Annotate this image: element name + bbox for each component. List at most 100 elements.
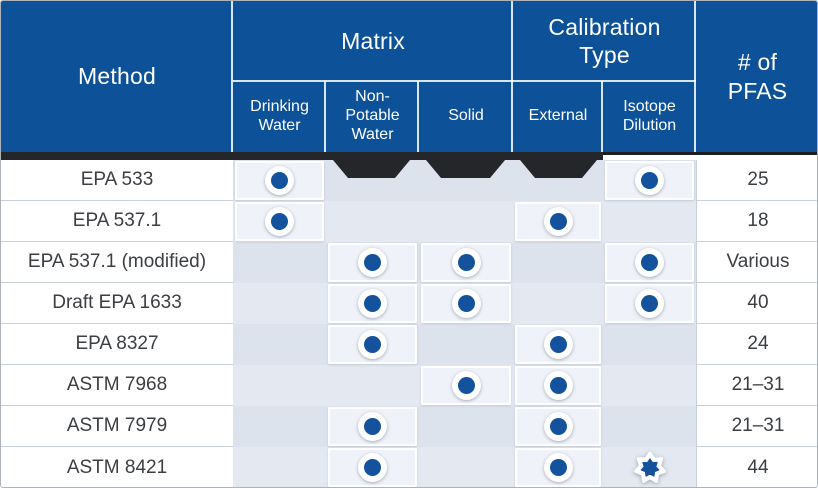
cell-drinking-water — [233, 324, 326, 365]
pfas-count-cell: 21–31 — [696, 365, 817, 406]
method-cell: EPA 537.1 — [1, 201, 233, 242]
highlight-panel — [235, 161, 324, 200]
column-header-number-of-pfas: # of PFAS — [727, 49, 788, 104]
pfas-count-cell: Various — [696, 242, 817, 283]
column-header-drinking-water: Drinking Water — [250, 97, 309, 134]
cell-solid — [419, 447, 513, 487]
cell-external — [513, 365, 603, 406]
cell-non-potable-water — [326, 365, 419, 406]
cell-isotope-dilution — [603, 324, 696, 365]
cell-drinking-water — [233, 406, 326, 447]
cell-non-potable-water — [326, 283, 419, 324]
cell-isotope-dilution — [603, 365, 696, 406]
filled-circle-marker-icon — [358, 330, 387, 359]
pfas-count-cell: 21–31 — [696, 406, 817, 447]
cell-external — [513, 447, 603, 487]
column-header-external: External — [528, 107, 588, 125]
filled-circle-marker-icon — [543, 371, 573, 400]
header-shadow-band — [1, 152, 603, 160]
cell-isotope-dilution — [603, 447, 696, 487]
highlight-panel — [328, 448, 417, 487]
filled-circle-marker-icon — [265, 166, 294, 195]
cell-drinking-water — [233, 365, 326, 406]
filled-circle-marker-icon — [543, 412, 573, 441]
method-cell: Draft EPA 1633 — [1, 283, 233, 324]
cell-isotope-dilution — [603, 283, 696, 324]
header-divider — [417, 81, 419, 152]
filled-circle-marker-icon — [635, 166, 664, 195]
column-header-solid: Solid — [448, 107, 484, 125]
cell-isotope-dilution — [603, 160, 696, 201]
method-cell: ASTM 7979 — [1, 406, 233, 447]
cell-drinking-water — [233, 242, 326, 283]
cell-isotope-dilution — [603, 201, 696, 242]
cell-drinking-water — [233, 283, 326, 324]
highlight-panel — [328, 243, 417, 282]
cell-solid — [419, 365, 513, 406]
method-cell: EPA 533 — [1, 160, 233, 201]
filled-circle-marker-icon — [358, 289, 387, 318]
highlight-panel — [605, 161, 694, 200]
cell-solid — [419, 283, 513, 324]
cell-external — [513, 201, 603, 242]
cell-non-potable-water — [326, 201, 419, 242]
cell-isotope-dilution — [603, 406, 696, 447]
highlight-panel — [421, 243, 511, 282]
header-divider — [324, 81, 326, 152]
highlight-panel — [515, 448, 601, 487]
cell-non-potable-water — [326, 242, 419, 283]
filled-circle-marker-icon — [543, 207, 573, 236]
cell-external — [513, 283, 603, 324]
cell-drinking-water — [233, 160, 326, 201]
highlight-panel — [515, 407, 601, 446]
method-cell: EPA 8327 — [1, 324, 233, 365]
method-cell: ASTM 7968 — [1, 365, 233, 406]
cell-solid — [419, 324, 513, 365]
cell-solid — [419, 406, 513, 447]
highlight-panel — [421, 366, 511, 405]
pfas-count-cell: 24 — [696, 324, 817, 365]
header-divider — [694, 1, 696, 152]
highlight-panel — [605, 243, 694, 282]
pfas-count-cell: 44 — [696, 447, 817, 487]
star-marker-icon — [632, 450, 668, 486]
filled-circle-marker-icon — [358, 248, 387, 277]
method-cell: EPA 537.1 (modified) — [1, 242, 233, 283]
column-group-header-matrix: Matrix — [341, 27, 405, 54]
cell-isotope-dilution — [603, 242, 696, 283]
filled-circle-marker-icon — [265, 207, 294, 236]
filled-circle-marker-icon — [543, 330, 573, 359]
highlight-panel — [515, 366, 601, 405]
highlight-panel — [515, 202, 601, 241]
cell-solid — [419, 201, 513, 242]
header-bottom-line — [603, 152, 817, 155]
cell-external — [513, 406, 603, 447]
cell-non-potable-water — [326, 324, 419, 365]
table-body: EPA 533 25 EPA 537.1 18 EPA 537.1 (modified)… — [1, 160, 817, 487]
filled-circle-marker-icon — [635, 248, 664, 277]
pfas-count-cell: 25 — [696, 160, 817, 201]
column-group-header-calibration-type: Calibration Type — [548, 13, 661, 68]
cell-external — [513, 324, 603, 365]
highlight-panel — [515, 325, 601, 364]
cell-external — [513, 242, 603, 283]
table-header: Method Matrix Calibration Type # of PFAS… — [1, 1, 817, 152]
header-divider — [231, 1, 233, 152]
header-divider — [233, 80, 696, 82]
header-divider — [511, 1, 513, 152]
column-header-method: Method — [78, 63, 156, 90]
cell-drinking-water — [233, 201, 326, 242]
filled-circle-marker-icon — [358, 412, 387, 441]
cell-non-potable-water — [326, 447, 419, 487]
filled-circle-marker-icon — [451, 371, 481, 400]
highlight-panel — [328, 325, 417, 364]
cell-drinking-water — [233, 447, 326, 487]
filled-circle-marker-icon — [543, 453, 573, 482]
cell-non-potable-water — [326, 406, 419, 447]
filled-circle-marker-icon — [358, 453, 387, 482]
column-header-isotope-dilution: Isotope Dilution — [622, 97, 677, 134]
filled-circle-marker-icon — [451, 289, 481, 318]
filled-circle-marker-icon — [451, 248, 481, 277]
highlight-panel — [605, 284, 694, 323]
